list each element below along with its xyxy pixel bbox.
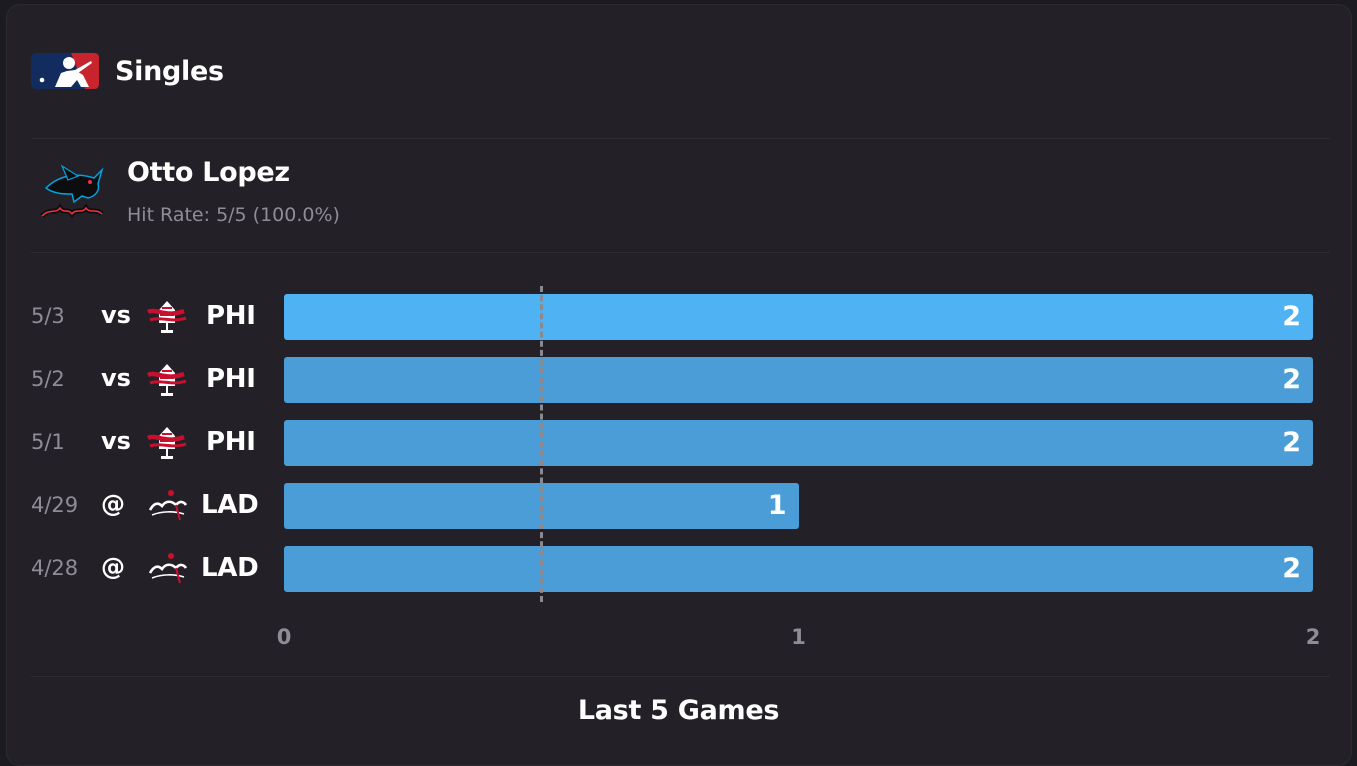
opponent-team: LAD (201, 553, 259, 583)
footer-title: Last 5 Games (577, 695, 780, 726)
phillies-logo-icon (146, 427, 187, 459)
marlins-logo-icon (40, 164, 104, 219)
game-date: 5/3 (31, 304, 65, 328)
opponent-team: PHI (206, 364, 256, 394)
reference-line (540, 286, 544, 602)
bar[interactable]: 2 (284, 420, 1313, 466)
game-row: 5/3 vs PHI (0, 294, 290, 340)
divider (31, 676, 1330, 677)
game-date: 4/28 (31, 556, 79, 580)
game-location: vs (101, 364, 131, 392)
bar[interactable]: 2 (284, 357, 1313, 403)
bar[interactable]: 2 (284, 294, 1313, 340)
x-tick-label: 1 (791, 625, 806, 649)
stat-title: Singles (115, 55, 224, 87)
x-tick-label: 2 (1305, 625, 1321, 649)
phillies-logo-icon (146, 364, 187, 396)
bar[interactable]: 2 (284, 546, 1313, 592)
bar-value-label: 2 (1282, 364, 1301, 395)
x-tick-label: 0 (276, 625, 292, 649)
dodgers-logo-icon (148, 553, 188, 584)
hit-rate: Hit Rate: 5/5 (100.0%) (127, 204, 340, 226)
opponent-team: PHI (206, 301, 256, 331)
game-row: 5/1 vs PHI (0, 420, 290, 466)
mlb-logo-icon (31, 53, 99, 89)
game-location: vs (101, 301, 131, 329)
game-location: vs (101, 427, 131, 455)
divider (31, 252, 1330, 253)
game-location: @ (101, 553, 125, 581)
game-date: 5/2 (31, 367, 65, 391)
bar-value-label: 2 (1282, 301, 1301, 332)
bar-value-label: 1 (767, 490, 787, 521)
game-date: 4/29 (31, 493, 79, 517)
opponent-team: LAD (201, 490, 259, 520)
divider (31, 138, 1330, 139)
card-header: Singles (31, 52, 224, 90)
game-location: @ (101, 490, 125, 518)
opponent-team: PHI (206, 427, 256, 457)
game-row: 4/29 @ LAD (0, 483, 290, 529)
bar-value-label: 2 (1282, 553, 1301, 584)
game-date: 5/1 (31, 430, 65, 454)
game-row: 5/2 vs PHI (0, 357, 290, 403)
dodgers-logo-icon (148, 490, 188, 521)
game-row: 4/28 @ LAD (0, 546, 290, 592)
bar-value-label: 2 (1282, 427, 1301, 458)
player-name: Otto Lopez (127, 157, 290, 188)
phillies-logo-icon (146, 301, 187, 333)
